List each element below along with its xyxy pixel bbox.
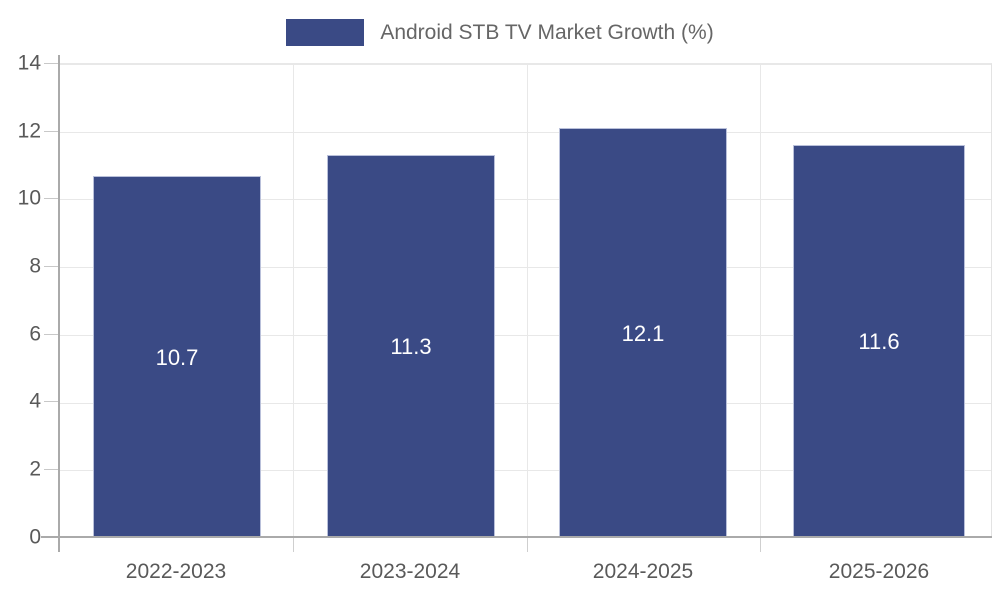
gridline-x-1: [293, 64, 294, 537]
gridline-y-8: [59, 267, 991, 268]
gridline-x-3: [760, 64, 761, 537]
y-tick-label-2: 2: [29, 457, 41, 481]
bar-2023-2024[interactable]: 11.3: [327, 155, 495, 538]
y-tick-mark-2: [44, 469, 59, 470]
x-tick-label-2024-2025: 2024-2025: [592, 560, 694, 583]
bar-2025-2026[interactable]: 11.6: [793, 145, 965, 538]
gridline-y-2: [59, 470, 991, 471]
y-tick-label-14: 14: [17, 51, 41, 75]
gridline-x-2: [527, 64, 528, 537]
y-tick-label-10: 10: [17, 186, 41, 210]
x-tick-label-2025-2026: 2025-2026: [828, 560, 930, 583]
y-tick-mark-12: [44, 131, 59, 132]
x-tick-label-2023-2024: 2023-2024: [359, 560, 461, 583]
bar-value-label-2025-2026: 11.6: [858, 329, 900, 354]
y-tick-label-4: 4: [29, 389, 41, 413]
bar-value-label-2024-2025: 12.1: [621, 321, 665, 346]
plot-area: 10.7 11.3 12.1 11.6: [59, 63, 992, 538]
legend-label: Android STB TV Market Growth (%): [380, 20, 714, 44]
x-tick-mark-3: [760, 538, 761, 552]
y-tick-label-12: 12: [17, 119, 41, 143]
y-tick-label-8: 8: [29, 254, 41, 278]
x-axis-line: [41, 536, 992, 538]
y-tick-mark-14: [44, 63, 59, 64]
bar-value-label-2023-2024: 11.3: [390, 334, 432, 359]
gridline-y-12: [59, 132, 991, 133]
x-tick-mark-2: [527, 538, 528, 552]
legend-color-swatch: [286, 18, 365, 46]
bar-2022-2023[interactable]: 10.7: [93, 176, 261, 538]
x-tick-label-2022-2023: 2022-2023: [125, 560, 227, 583]
y-tick-label-0: 0: [29, 525, 41, 549]
chart-legend: Android STB TV Market Growth (%): [0, 12, 1000, 52]
x-tick-mark-1: [293, 538, 294, 552]
y-tick-mark-10: [44, 198, 59, 199]
y-axis-labels: 0 2 4 6 8 10 12 14: [0, 0, 41, 600]
y-tick-mark-6: [44, 334, 59, 335]
bar-2024-2025[interactable]: 12.1: [559, 128, 727, 538]
gridline-y-10: [59, 199, 991, 200]
legend-item-android-stb-tv-market-growth[interactable]: Android STB TV Market Growth (%): [286, 18, 714, 46]
gridline-y-4: [59, 403, 991, 404]
y-tick-mark-8: [44, 266, 59, 267]
gridline-y-14: [59, 64, 991, 65]
y-tick-mark-4: [44, 401, 59, 402]
y-tick-label-6: 6: [29, 322, 41, 346]
gridline-y-6: [59, 335, 991, 336]
bar-value-label-2022-2023: 10.7: [155, 345, 199, 370]
y-axis-line: [58, 55, 60, 552]
